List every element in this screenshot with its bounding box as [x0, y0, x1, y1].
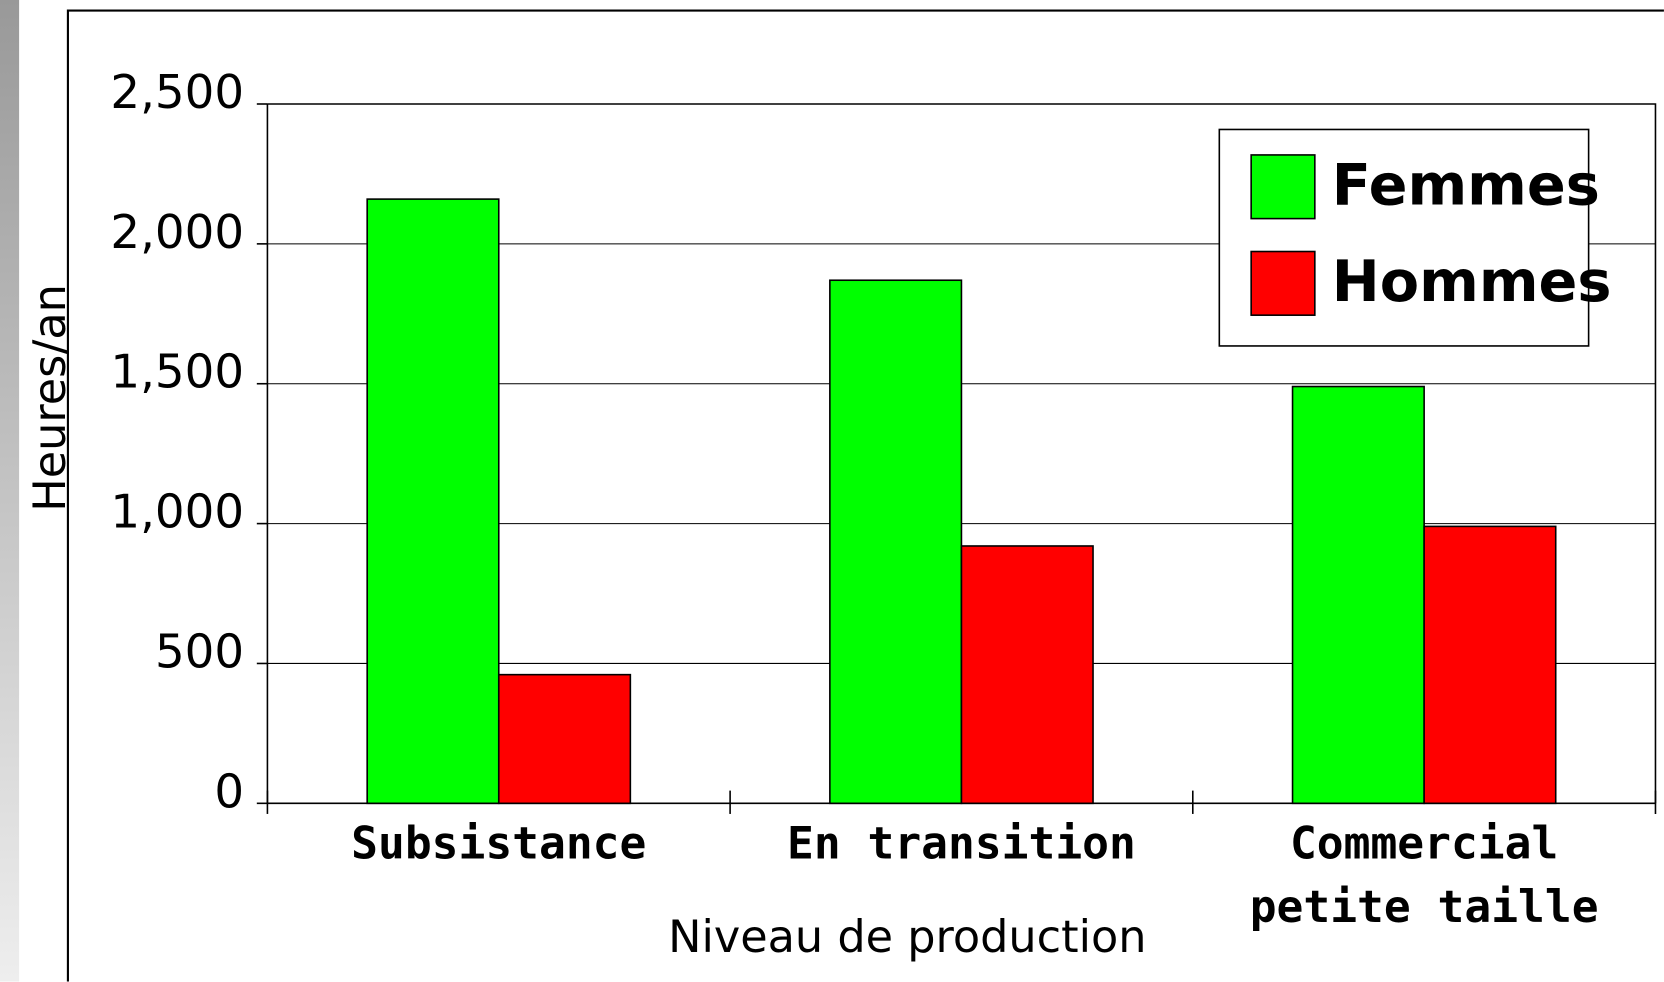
- legend-label: Hommes: [1332, 248, 1612, 315]
- y-axis-label: Heures/an: [24, 284, 76, 512]
- x-tick-label: Subsistance: [351, 817, 647, 870]
- y-tick-label: 2,500: [110, 66, 244, 120]
- x-tick-label: Commercial petite taille: [1249, 817, 1599, 933]
- y-tick-label: 500: [155, 625, 244, 679]
- bar: [497, 673, 632, 805]
- y-tick-label: 1,500: [110, 346, 244, 400]
- y-tick-label: 2,000: [110, 206, 244, 260]
- x-tick-label: En transition: [787, 817, 1136, 870]
- bar: [366, 198, 500, 805]
- bar: [1423, 525, 1557, 805]
- side-strip: [0, 0, 20, 982]
- bar: [960, 545, 1094, 805]
- legend-swatch: [1250, 154, 1316, 220]
- legend-label: Femmes: [1332, 152, 1600, 219]
- y-tick-label: 0: [214, 765, 244, 819]
- chart-frame: [66, 9, 1664, 982]
- legend-swatch: [1250, 250, 1316, 316]
- bar: [1291, 385, 1425, 805]
- y-tick-label: 1,000: [110, 486, 244, 540]
- x-axis-label: Niveau de production: [668, 911, 1146, 963]
- bar: [829, 279, 963, 805]
